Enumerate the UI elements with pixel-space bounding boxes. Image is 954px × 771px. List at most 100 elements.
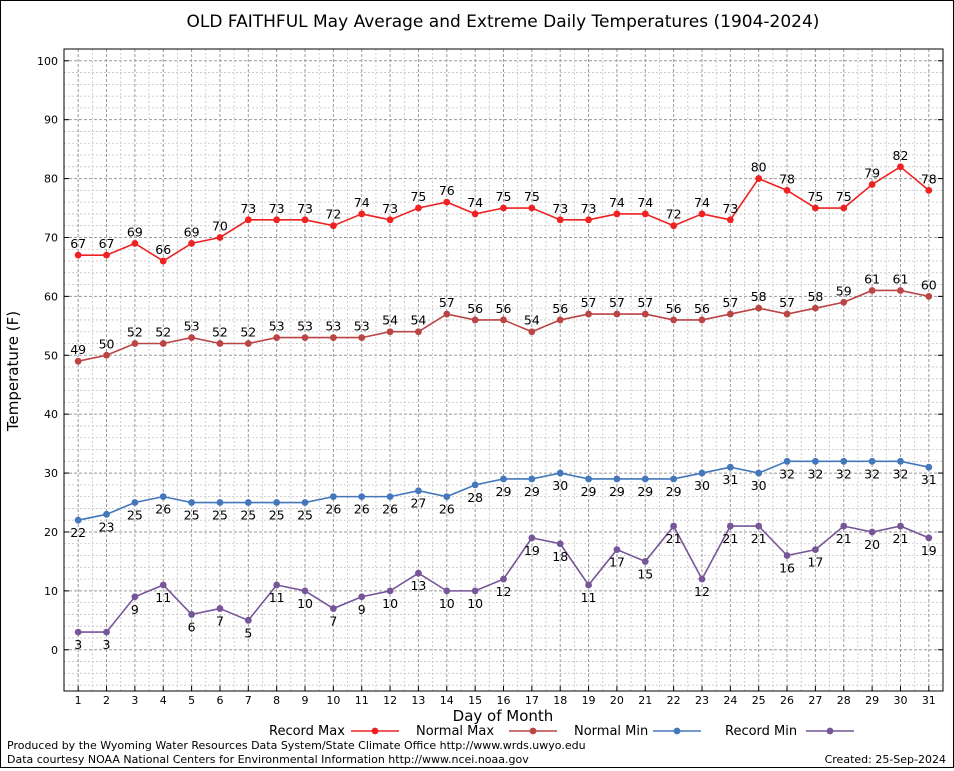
- footer-data-courtesy: Data courtesy NOAA National Centers for …: [7, 753, 529, 766]
- record-max-data-label: 75: [496, 189, 512, 204]
- record-min-data-label: 9: [358, 602, 366, 617]
- record-max-data-label: 74: [694, 195, 710, 210]
- normal-min-data-label: 26: [155, 502, 171, 517]
- normal-max-data-label: 52: [240, 324, 256, 339]
- record-max-point: [755, 175, 763, 182]
- record-min-data-label: 16: [779, 561, 795, 576]
- y-tick-label: 30: [44, 467, 58, 480]
- record-max-data-label: 74: [467, 195, 483, 210]
- normal-min-point: [74, 516, 82, 524]
- record-min-data-label: 12: [496, 584, 512, 599]
- record-min-point: [188, 611, 195, 618]
- normal-max-point: [244, 340, 252, 347]
- normal-min-data-label: 26: [354, 502, 370, 517]
- normal-max-data-label: 54: [524, 313, 540, 328]
- record-min-data-label: 19: [524, 543, 540, 558]
- record-max-data-label: 75: [410, 189, 426, 204]
- y-axis-label: Temperature (F): [4, 311, 22, 432]
- normal-max-point: [670, 316, 678, 324]
- normal-min-point: [471, 481, 479, 489]
- normal-min-data-label: 30: [751, 478, 767, 493]
- normal-min-data-label: 29: [524, 484, 540, 499]
- normal-min-data-label: 28: [467, 490, 483, 505]
- normal-min-point: [216, 499, 224, 506]
- normal-min-point: [500, 475, 507, 483]
- y-tick-label: 20: [44, 526, 58, 539]
- record-max-point: [131, 239, 139, 247]
- normal-min-point: [585, 475, 592, 483]
- record-max-data-label: 74: [637, 195, 653, 210]
- record-max-point: [471, 210, 479, 218]
- normal-min-point: [244, 499, 252, 506]
- record-max-data-label: 80: [751, 160, 767, 175]
- record-max-point: [783, 186, 791, 194]
- normal-max-point: [812, 304, 819, 312]
- record-max-point: [897, 163, 904, 171]
- normal-min-data-label: 25: [269, 508, 285, 523]
- normal-min-point: [358, 493, 366, 501]
- record-min-point: [500, 575, 507, 583]
- normal-min-data-label: 22: [70, 525, 86, 540]
- record-min-point: [159, 581, 167, 589]
- record-max-data-label: 73: [269, 201, 285, 216]
- record-max-data-label: 73: [240, 201, 256, 216]
- record-max-point: [925, 186, 933, 194]
- record-max-point: [840, 204, 848, 212]
- record-max-data-label: 73: [581, 201, 597, 216]
- record-max-data-label: 73: [552, 201, 568, 216]
- normal-max-data-label: 60: [921, 277, 937, 292]
- record-max-data-label: 69: [184, 224, 200, 239]
- x-tick-label: 4: [160, 694, 167, 707]
- y-tick-label: 80: [44, 173, 58, 186]
- normal-min-point: [188, 499, 195, 506]
- record-min-data-label: 21: [751, 531, 767, 546]
- normal-min-data-label: 25: [184, 508, 200, 523]
- record-max-data-label: 79: [864, 165, 880, 180]
- y-tick-label: 50: [44, 349, 58, 362]
- normal-max-data-label: 49: [70, 342, 86, 357]
- normal-min-point: [726, 463, 734, 471]
- record-min-data-label: 19: [921, 543, 937, 558]
- normal-min-point: [925, 463, 933, 471]
- normal-min-data-label: 25: [240, 508, 256, 523]
- record-min-point: [386, 587, 394, 595]
- record-max-data-label: 72: [325, 207, 341, 222]
- normal-max-data-label: 52: [155, 324, 171, 339]
- normal-min-point: [301, 499, 309, 506]
- record-max-data-label: 73: [722, 201, 738, 216]
- normal-max-data-label: 50: [99, 336, 115, 351]
- normal-min-point: [897, 457, 904, 465]
- record-min-point: [641, 558, 649, 565]
- normal-min-point: [698, 469, 706, 477]
- normal-max-data-label: 61: [864, 271, 880, 286]
- x-tick-label: 25: [752, 694, 766, 707]
- normal-min-data-label: 29: [609, 484, 625, 499]
- normal-min-point: [443, 493, 451, 501]
- record-max-data-label: 67: [99, 236, 115, 251]
- record-max-point: [74, 251, 82, 259]
- record-max-data-label: 82: [893, 148, 909, 163]
- record-max-data-label: 69: [127, 224, 143, 239]
- record-min-point: [131, 593, 139, 601]
- legend-item-normal-min: Normal Min: [574, 724, 701, 739]
- record-min-data-label: 21: [722, 531, 738, 546]
- y-tick-label: 100: [37, 55, 58, 68]
- normal-max-point: [358, 334, 366, 342]
- x-tick-label: 2: [103, 694, 110, 707]
- x-tick-label: 29: [865, 694, 879, 707]
- normal-max-data-label: 56: [694, 301, 710, 316]
- record-max-data-label: 76: [439, 183, 455, 198]
- normal-max-data-label: 57: [609, 295, 625, 310]
- normal-max-point: [443, 310, 451, 318]
- record-min-data-label: 12: [694, 584, 710, 599]
- normal-max-data-label: 56: [552, 301, 568, 316]
- normal-max-data-label: 59: [836, 283, 852, 298]
- record-max-point: [613, 210, 621, 218]
- x-tick-label: 24: [723, 694, 737, 707]
- normal-min-data-label: 25: [212, 508, 228, 523]
- normal-min-data-label: 25: [127, 508, 143, 523]
- normal-max-point: [74, 357, 82, 365]
- record-max-point: [528, 204, 536, 212]
